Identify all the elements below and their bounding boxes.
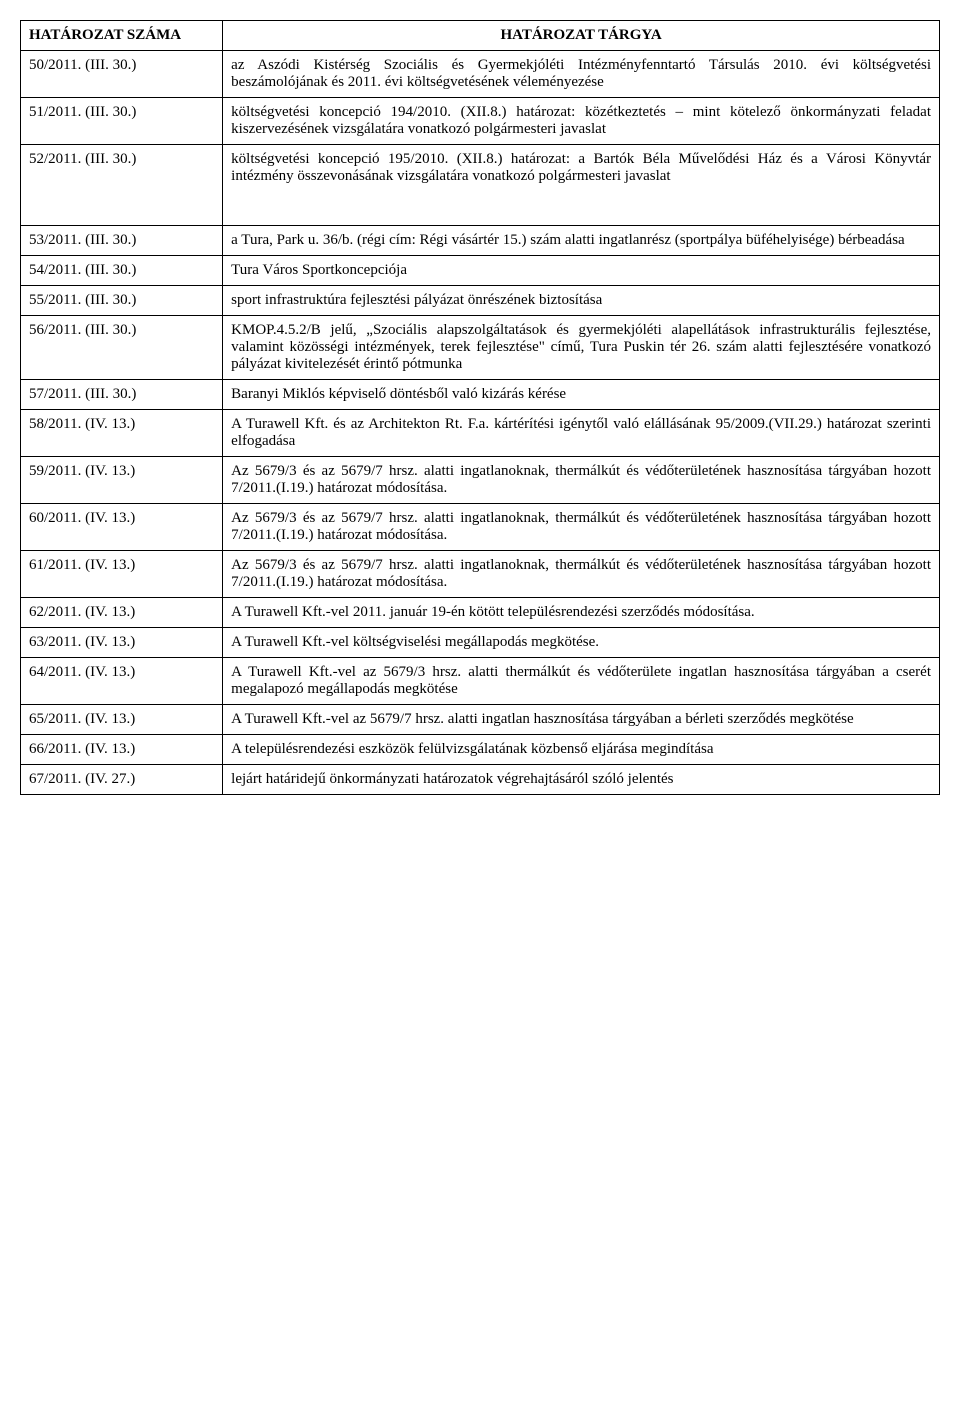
resolution-number: 57/2011. (III. 30.): [21, 380, 223, 410]
resolution-number: 64/2011. (IV. 13.): [21, 658, 223, 705]
resolution-subject: Baranyi Miklós képviselő döntésből való …: [223, 380, 940, 410]
table-row: 65/2011. (IV. 13.)A Turawell Kft.-vel az…: [21, 705, 940, 735]
table-row: 67/2011. (IV. 27.)lejárt határidejű önko…: [21, 765, 940, 795]
resolution-subject: A Turawell Kft. és az Architekton Rt. F.…: [223, 410, 940, 457]
resolution-number: 66/2011. (IV. 13.): [21, 735, 223, 765]
resolution-subject: a Tura, Park u. 36/b. (régi cím: Régi vá…: [223, 226, 940, 256]
resolution-number: 65/2011. (IV. 13.): [21, 705, 223, 735]
resolution-subject: költségvetési koncepció 195/2010. (XII.8…: [223, 145, 940, 226]
table-row: 58/2011. (IV. 13.)A Turawell Kft. és az …: [21, 410, 940, 457]
resolution-subject: KMOP.4.5.2/B jelű, „Szociális alapszolgá…: [223, 316, 940, 380]
resolution-subject: A településrendezési eszközök felülvizsg…: [223, 735, 940, 765]
resolution-number: 50/2011. (III. 30.): [21, 51, 223, 98]
resolution-number: 52/2011. (III. 30.): [21, 145, 223, 226]
resolution-subject: az Aszódi Kistérség Szociális és Gyermek…: [223, 51, 940, 98]
resolution-subject: A Turawell Kft.-vel 2011. január 19-én k…: [223, 598, 940, 628]
header-number: HATÁROZAT SZÁMA: [21, 21, 223, 51]
resolution-number: 61/2011. (IV. 13.): [21, 551, 223, 598]
resolution-subject: Az 5679/3 és az 5679/7 hrsz. alatti inga…: [223, 457, 940, 504]
resolution-number: 63/2011. (IV. 13.): [21, 628, 223, 658]
table-row: 51/2011. (III. 30.)költségvetési koncepc…: [21, 98, 940, 145]
resolution-subject: Az 5679/3 és az 5679/7 hrsz. alatti inga…: [223, 504, 940, 551]
table-row: 64/2011. (IV. 13.)A Turawell Kft.-vel az…: [21, 658, 940, 705]
resolution-number: 67/2011. (IV. 27.): [21, 765, 223, 795]
resolution-subject: Tura Város Sportkoncepciója: [223, 256, 940, 286]
table-row: 57/2011. (III. 30.)Baranyi Miklós képvis…: [21, 380, 940, 410]
resolution-number: 54/2011. (III. 30.): [21, 256, 223, 286]
resolution-number: 60/2011. (IV. 13.): [21, 504, 223, 551]
resolution-number: 55/2011. (III. 30.): [21, 286, 223, 316]
resolution-subject: költségvetési koncepció 194/2010. (XII.8…: [223, 98, 940, 145]
table-row: 61/2011. (IV. 13.)Az 5679/3 és az 5679/7…: [21, 551, 940, 598]
resolution-number: 53/2011. (III. 30.): [21, 226, 223, 256]
resolution-number: 62/2011. (IV. 13.): [21, 598, 223, 628]
resolution-subject: sport infrastruktúra fejlesztési pályáza…: [223, 286, 940, 316]
resolution-subject: Az 5679/3 és az 5679/7 hrsz. alatti inga…: [223, 551, 940, 598]
table-row: 56/2011. (III. 30.)KMOP.4.5.2/B jelű, „S…: [21, 316, 940, 380]
table-row: 63/2011. (IV. 13.)A Turawell Kft.-vel kö…: [21, 628, 940, 658]
resolution-subject: A Turawell Kft.-vel költségviselési megá…: [223, 628, 940, 658]
resolution-number: 56/2011. (III. 30.): [21, 316, 223, 380]
resolution-subject: lejárt határidejű önkormányzati határoza…: [223, 765, 940, 795]
table-row: 55/2011. (III. 30.)sport infrastruktúra …: [21, 286, 940, 316]
resolution-number: 59/2011. (IV. 13.): [21, 457, 223, 504]
table-row: 52/2011. (III. 30.)költségvetési koncepc…: [21, 145, 940, 226]
resolution-subject: A Turawell Kft.-vel az 5679/7 hrsz. alat…: [223, 705, 940, 735]
table-row: 62/2011. (IV. 13.)A Turawell Kft.-vel 20…: [21, 598, 940, 628]
resolution-subject: A Turawell Kft.-vel az 5679/3 hrsz. alat…: [223, 658, 940, 705]
table-row: 66/2011. (IV. 13.)A településrendezési e…: [21, 735, 940, 765]
resolution-number: 58/2011. (IV. 13.): [21, 410, 223, 457]
table-row: 53/2011. (III. 30.)a Tura, Park u. 36/b.…: [21, 226, 940, 256]
resolution-number: 51/2011. (III. 30.): [21, 98, 223, 145]
header-subject: HATÁROZAT TÁRGYA: [223, 21, 940, 51]
table-row: 54/2011. (III. 30.)Tura Város Sportkonce…: [21, 256, 940, 286]
table-row: 59/2011. (IV. 13.)Az 5679/3 és az 5679/7…: [21, 457, 940, 504]
table-row: 60/2011. (IV. 13.)Az 5679/3 és az 5679/7…: [21, 504, 940, 551]
table-header-row: HATÁROZAT SZÁMA HATÁROZAT TÁRGYA: [21, 21, 940, 51]
resolutions-table: HATÁROZAT SZÁMA HATÁROZAT TÁRGYA 50/2011…: [20, 20, 940, 795]
table-row: 50/2011. (III. 30.)az Aszódi Kistérség S…: [21, 51, 940, 98]
